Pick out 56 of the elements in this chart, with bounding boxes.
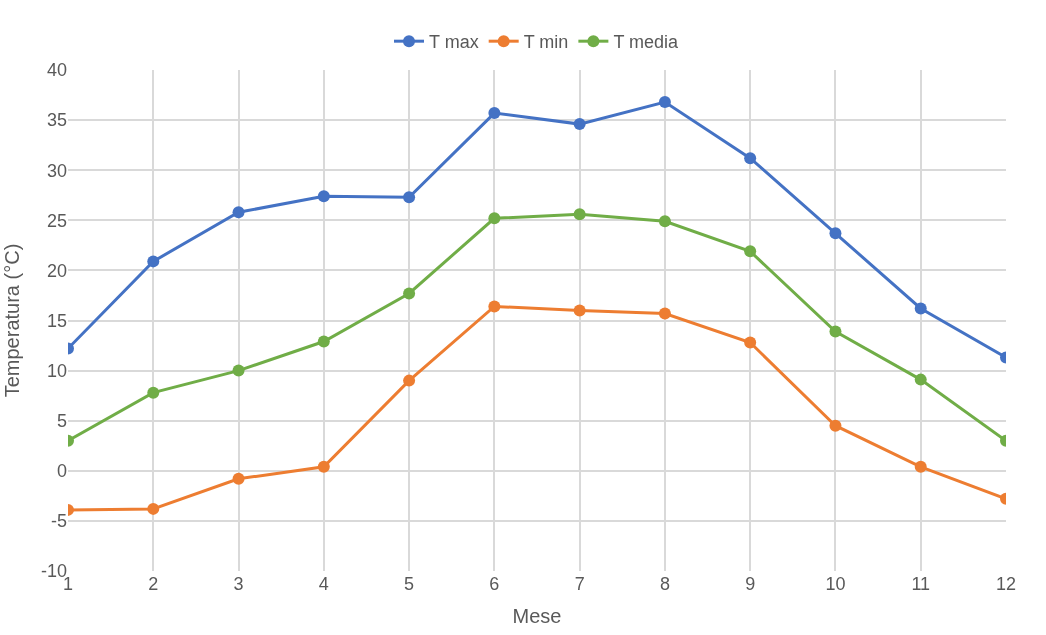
x-tick-label: 3	[233, 574, 244, 594]
point	[403, 287, 416, 300]
legend-label: T max	[429, 32, 479, 53]
point	[914, 373, 927, 386]
x-tick-label: 8	[659, 574, 670, 594]
point	[744, 336, 757, 349]
point	[658, 96, 671, 109]
y-tick-label: 20	[46, 260, 67, 281]
point	[488, 107, 501, 120]
point	[829, 419, 842, 432]
x-tick-label: 11	[911, 574, 931, 594]
point	[232, 472, 245, 485]
point	[573, 304, 586, 317]
point	[488, 300, 501, 313]
x-tick-label: 7	[574, 574, 585, 594]
legend-label: T min	[523, 32, 569, 53]
legend-label: T media	[613, 32, 680, 53]
point	[232, 206, 245, 219]
y-tick-label: -5	[50, 511, 67, 532]
point	[914, 460, 927, 473]
x-axis-title: Mese	[512, 604, 562, 627]
point	[829, 227, 842, 240]
y-tick-label: 15	[46, 310, 67, 331]
y-tick-label: 5	[56, 411, 67, 431]
x-tick-label: 9	[745, 574, 756, 594]
point	[573, 208, 586, 221]
x-tick-label: 5	[404, 574, 415, 594]
point	[232, 364, 245, 377]
point	[403, 191, 416, 204]
x-tick-label: 10	[825, 574, 846, 594]
point	[744, 245, 757, 258]
y-tick-label: 25	[46, 210, 67, 231]
point	[488, 212, 501, 225]
x-tick-label: 2	[148, 574, 159, 594]
point	[658, 307, 671, 320]
y-tick-label: 10	[46, 360, 67, 381]
point	[744, 152, 757, 165]
x-tick-label: 4	[318, 574, 329, 594]
x-tick-label: 6	[489, 574, 500, 594]
y-tick-label: 35	[46, 110, 67, 131]
point	[403, 374, 416, 387]
y-axis-title: Temperatura (°C)	[1, 243, 24, 398]
x-tick-label: 12	[995, 574, 1017, 594]
point	[829, 325, 842, 338]
point	[147, 502, 160, 515]
y-tick-label: 40	[46, 60, 67, 81]
point	[914, 302, 927, 315]
point	[317, 190, 330, 203]
point	[573, 118, 586, 131]
point	[317, 460, 330, 473]
point	[147, 386, 160, 399]
point	[658, 215, 671, 228]
y-tick-label: 0	[56, 461, 67, 482]
point	[147, 255, 160, 268]
point	[317, 335, 330, 348]
y-tick-label: 30	[46, 160, 67, 181]
